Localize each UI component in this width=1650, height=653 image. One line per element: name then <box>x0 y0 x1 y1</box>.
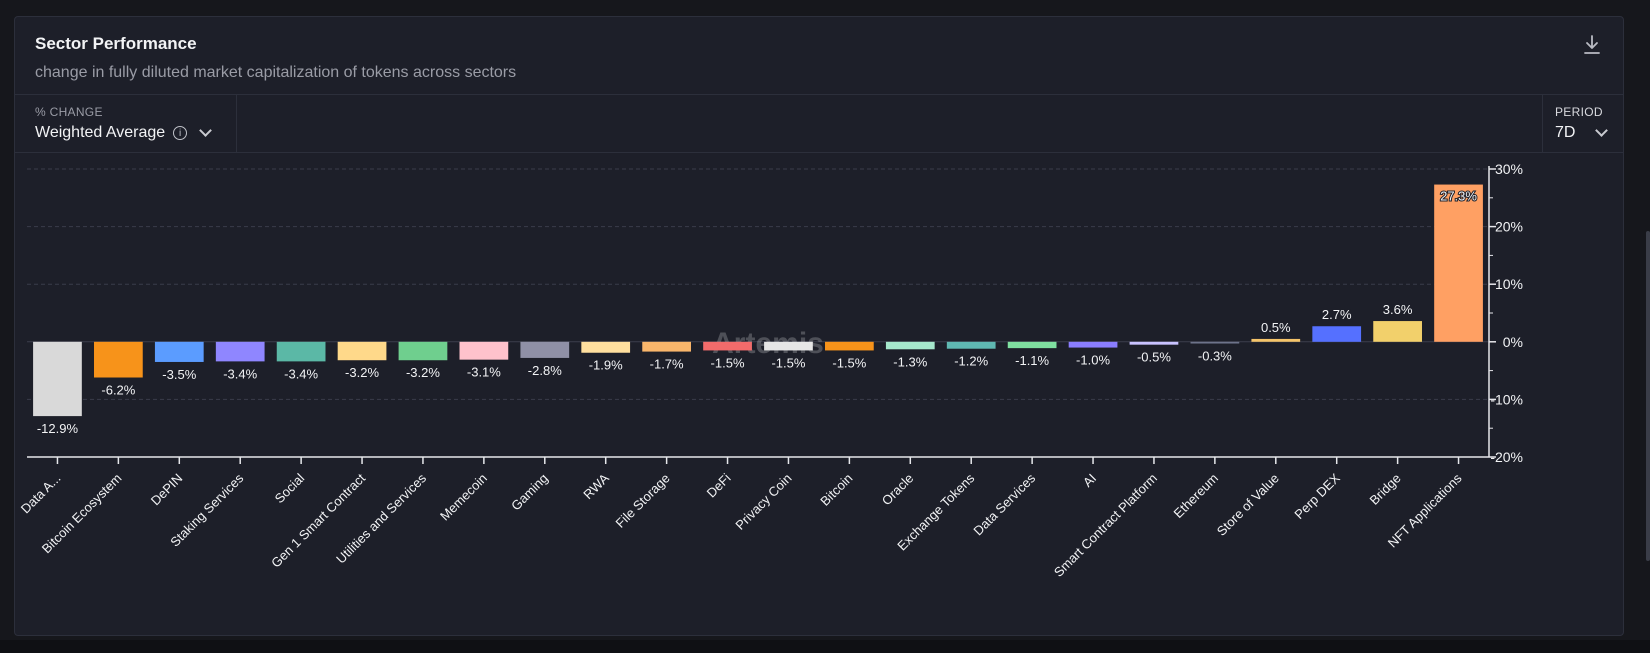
x-tick-label: Gaming <box>508 471 551 514</box>
bar <box>520 341 570 358</box>
data-label: -1.0% <box>1076 353 1110 368</box>
x-tick-label: File Storage <box>613 471 673 531</box>
data-label: -0.3% <box>1198 349 1232 364</box>
y-tick-label: -10% <box>1490 391 1523 407</box>
chart-title: Sector Performance <box>35 34 197 53</box>
x-tick-label: Social <box>272 470 308 506</box>
bar <box>703 341 752 351</box>
bar <box>885 341 935 350</box>
bar <box>154 341 204 362</box>
period-value: 7D <box>1555 124 1576 141</box>
data-label: -3.1% <box>467 365 501 380</box>
data-label: -3.2% <box>345 365 379 380</box>
bar <box>459 341 509 360</box>
chart-subtitle: change in fully diluted market capitaliz… <box>35 64 517 81</box>
bar <box>398 341 448 361</box>
chart-controls: % CHANGE Weighted Average i PERIOD 7D <box>15 94 1623 153</box>
bar <box>33 341 82 417</box>
bar <box>581 341 631 353</box>
data-label: -0.5% <box>1137 350 1171 365</box>
data-label: -1.3% <box>893 354 927 369</box>
data-label: -6.2% <box>101 383 135 398</box>
x-tick-label: AI <box>1080 471 1099 490</box>
download-icon[interactable] <box>1581 33 1603 57</box>
change-select[interactable]: Weighted Average i <box>35 124 213 142</box>
bar <box>337 341 387 361</box>
data-label: -2.8% <box>528 363 562 378</box>
data-label: -3.2% <box>406 365 440 380</box>
x-tick-label: Store of Value <box>1214 471 1282 539</box>
bar <box>1007 341 1057 349</box>
bar <box>94 341 143 378</box>
x-tick-label: Oracle <box>879 471 917 509</box>
change-value: Weighted Average <box>35 124 166 141</box>
data-label: -12.9% <box>37 421 79 436</box>
x-tick-label: DeFi <box>704 470 734 500</box>
y-tick-label: 30% <box>1495 161 1523 177</box>
x-tick-label: Perp DEX <box>1291 470 1343 522</box>
chevron-down-icon <box>199 124 213 137</box>
data-label: -1.5% <box>832 355 866 370</box>
y-tick-label: -20% <box>1490 449 1523 465</box>
y-tick-label: 0% <box>1503 334 1523 350</box>
x-tick-label: Ethereum <box>1171 471 1221 521</box>
bar <box>1190 341 1240 344</box>
period-control: PERIOD 7D <box>1542 95 1623 152</box>
x-tick-label: Privacy Coin <box>732 471 794 533</box>
y-tick-label: 20% <box>1495 219 1523 235</box>
change-label: % CHANGE <box>35 105 103 119</box>
period-label: PERIOD <box>1555 105 1603 119</box>
x-tick-label: Bitcoin <box>817 471 855 509</box>
chevron-down-icon <box>1595 124 1609 137</box>
info-icon[interactable]: i <box>173 126 188 140</box>
x-tick-label: Smart Contract Platform <box>1051 471 1160 580</box>
x-tick-label: RWA <box>580 470 612 502</box>
data-label: -1.9% <box>589 358 623 373</box>
data-label: 0.5% <box>1261 320 1291 335</box>
bar <box>642 341 691 352</box>
bar <box>1312 326 1362 342</box>
bar <box>764 341 813 351</box>
bar <box>1068 341 1118 348</box>
y-tick-label: 10% <box>1495 276 1523 292</box>
bar <box>946 341 996 349</box>
bar <box>1129 341 1179 345</box>
x-tick-label: DePIN <box>148 471 186 509</box>
x-tick-label: Data Services <box>970 470 1038 538</box>
data-label: 2.7% <box>1322 307 1352 322</box>
change-control: % CHANGE Weighted Average i <box>15 95 237 152</box>
data-label: -1.1% <box>1015 353 1049 368</box>
x-tick-label: Memecoin <box>437 471 490 524</box>
x-tick-label: Data A... <box>18 471 64 517</box>
data-label: 27.3% <box>1440 189 1477 204</box>
data-label: -3.4% <box>284 366 318 381</box>
bottom-strip <box>0 640 1650 653</box>
page-scrollbar[interactable] <box>1646 231 1650 561</box>
bar-chart: 30%20%10%0%-10%-20%Artemis-12.9%Data A..… <box>18 161 1523 580</box>
bar <box>276 341 326 362</box>
bar <box>1434 184 1483 342</box>
data-label: -3.5% <box>162 367 196 382</box>
data-label: -1.2% <box>954 354 988 369</box>
bar <box>215 341 265 362</box>
bar <box>825 341 874 351</box>
sector-performance-card: Sector Performance change in fully dilut… <box>14 16 1624 636</box>
data-label: 3.6% <box>1383 302 1413 317</box>
period-select[interactable]: 7D <box>1555 124 1609 142</box>
bar <box>1373 321 1422 342</box>
bar <box>1251 338 1301 342</box>
data-label: -1.5% <box>711 355 745 370</box>
x-tick-label: Bridge <box>1367 471 1404 508</box>
data-label: -1.7% <box>650 357 684 372</box>
data-label: -1.5% <box>771 355 805 370</box>
data-label: -3.4% <box>223 366 257 381</box>
